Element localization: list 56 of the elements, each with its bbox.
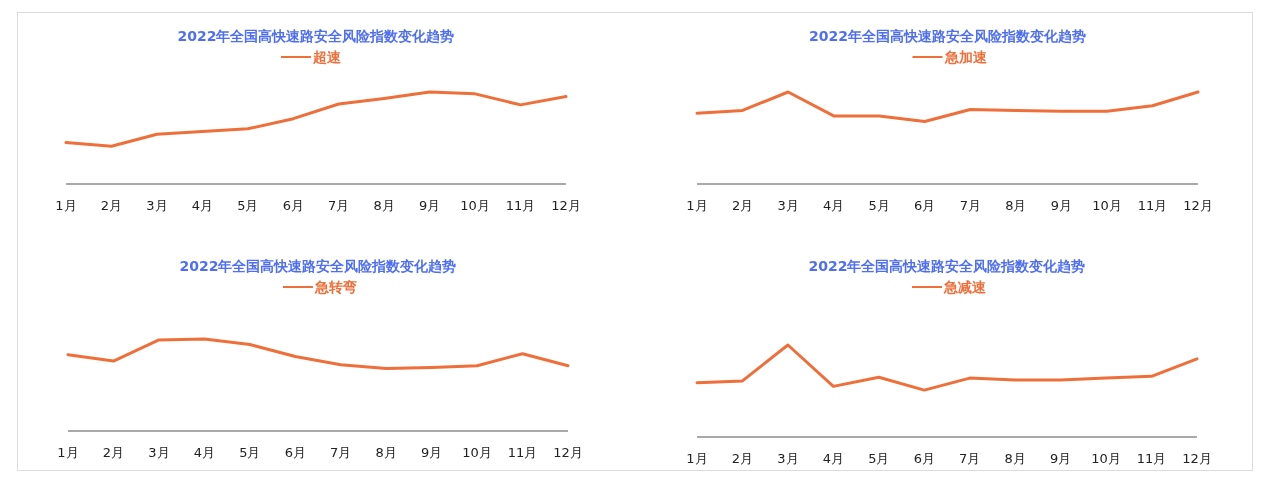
- legend-label: 急减速: [943, 279, 987, 295]
- x-tick-label: 6月: [284, 445, 306, 460]
- chart-title: 2022年全国高快速路安全风险指数变化趋势: [808, 258, 1086, 274]
- x-tick-label: 10月: [1091, 451, 1121, 466]
- chart-title: 2022年全国高快速路安全风险指数变化趋势: [177, 28, 455, 44]
- x-tick-label: 5月: [237, 198, 259, 213]
- x-tick-label: 9月: [421, 445, 443, 460]
- x-tick-label: 7月: [959, 198, 981, 213]
- x-tick-label: 12月: [1183, 198, 1213, 213]
- x-tick-label: 12月: [1182, 451, 1212, 466]
- x-tick-label: 11月: [507, 445, 538, 460]
- x-tick-label: 4月: [191, 198, 213, 213]
- x-tick-label: 10月: [462, 445, 492, 460]
- x-tick-label: 2月: [100, 198, 123, 213]
- x-tick-label: 1月: [686, 451, 708, 466]
- legend-label: 超速: [312, 49, 342, 65]
- x-tick-label: 8月: [1005, 198, 1027, 213]
- chart-title: 2022年全国高快速路安全风险指数变化趋势: [809, 28, 1086, 44]
- x-tick-label: 2月: [102, 445, 125, 460]
- x-tick-label: 8月: [373, 198, 395, 213]
- x-tick-label: 7月: [959, 451, 981, 466]
- x-tick-label: 3月: [777, 451, 799, 466]
- x-tick-label: 6月: [913, 451, 935, 466]
- x-tick-label: 9月: [1050, 198, 1072, 213]
- x-tick-label: 9月: [1050, 451, 1072, 466]
- x-tick-label: 11月: [1136, 451, 1167, 466]
- x-tick-label: 2月: [731, 451, 754, 466]
- x-tick-label: 5月: [868, 451, 890, 466]
- x-tick-label: 1月: [57, 445, 79, 460]
- x-tick-label: 5月: [868, 198, 890, 213]
- x-tick-label: 11月: [1137, 198, 1168, 213]
- x-tick-label: 10月: [460, 198, 490, 213]
- x-tick-label: 4月: [193, 445, 215, 460]
- legend-label: 急加速: [943, 49, 988, 65]
- x-tick-label: 3月: [777, 198, 799, 213]
- x-tick-label: 6月: [914, 198, 936, 213]
- x-tick-label: 12月: [553, 445, 583, 460]
- x-tick-label: 1月: [55, 198, 77, 213]
- x-tick-label: 8月: [375, 445, 397, 460]
- x-tick-label: 8月: [1004, 451, 1026, 466]
- x-tick-label: 2月: [731, 198, 754, 213]
- x-tick-label: 5月: [239, 445, 261, 460]
- x-tick-label: 3月: [146, 198, 168, 213]
- x-tick-label: 10月: [1092, 198, 1122, 213]
- x-tick-label: 1月: [686, 198, 708, 213]
- x-tick-label: 12月: [551, 198, 581, 213]
- x-tick-label: 7月: [330, 445, 352, 460]
- x-tick-label: 6月: [282, 198, 304, 213]
- x-tick-label: 11月: [505, 198, 536, 213]
- x-tick-label: 4月: [822, 451, 844, 466]
- chart-title: 2022年全国高快速路安全风险指数变化趋势: [179, 258, 457, 274]
- x-tick-label: 4月: [823, 198, 845, 213]
- legend-label: 急转弯: [314, 279, 357, 295]
- x-tick-label: 9月: [419, 198, 441, 213]
- x-tick-label: 7月: [328, 198, 350, 213]
- x-tick-label: 3月: [148, 445, 170, 460]
